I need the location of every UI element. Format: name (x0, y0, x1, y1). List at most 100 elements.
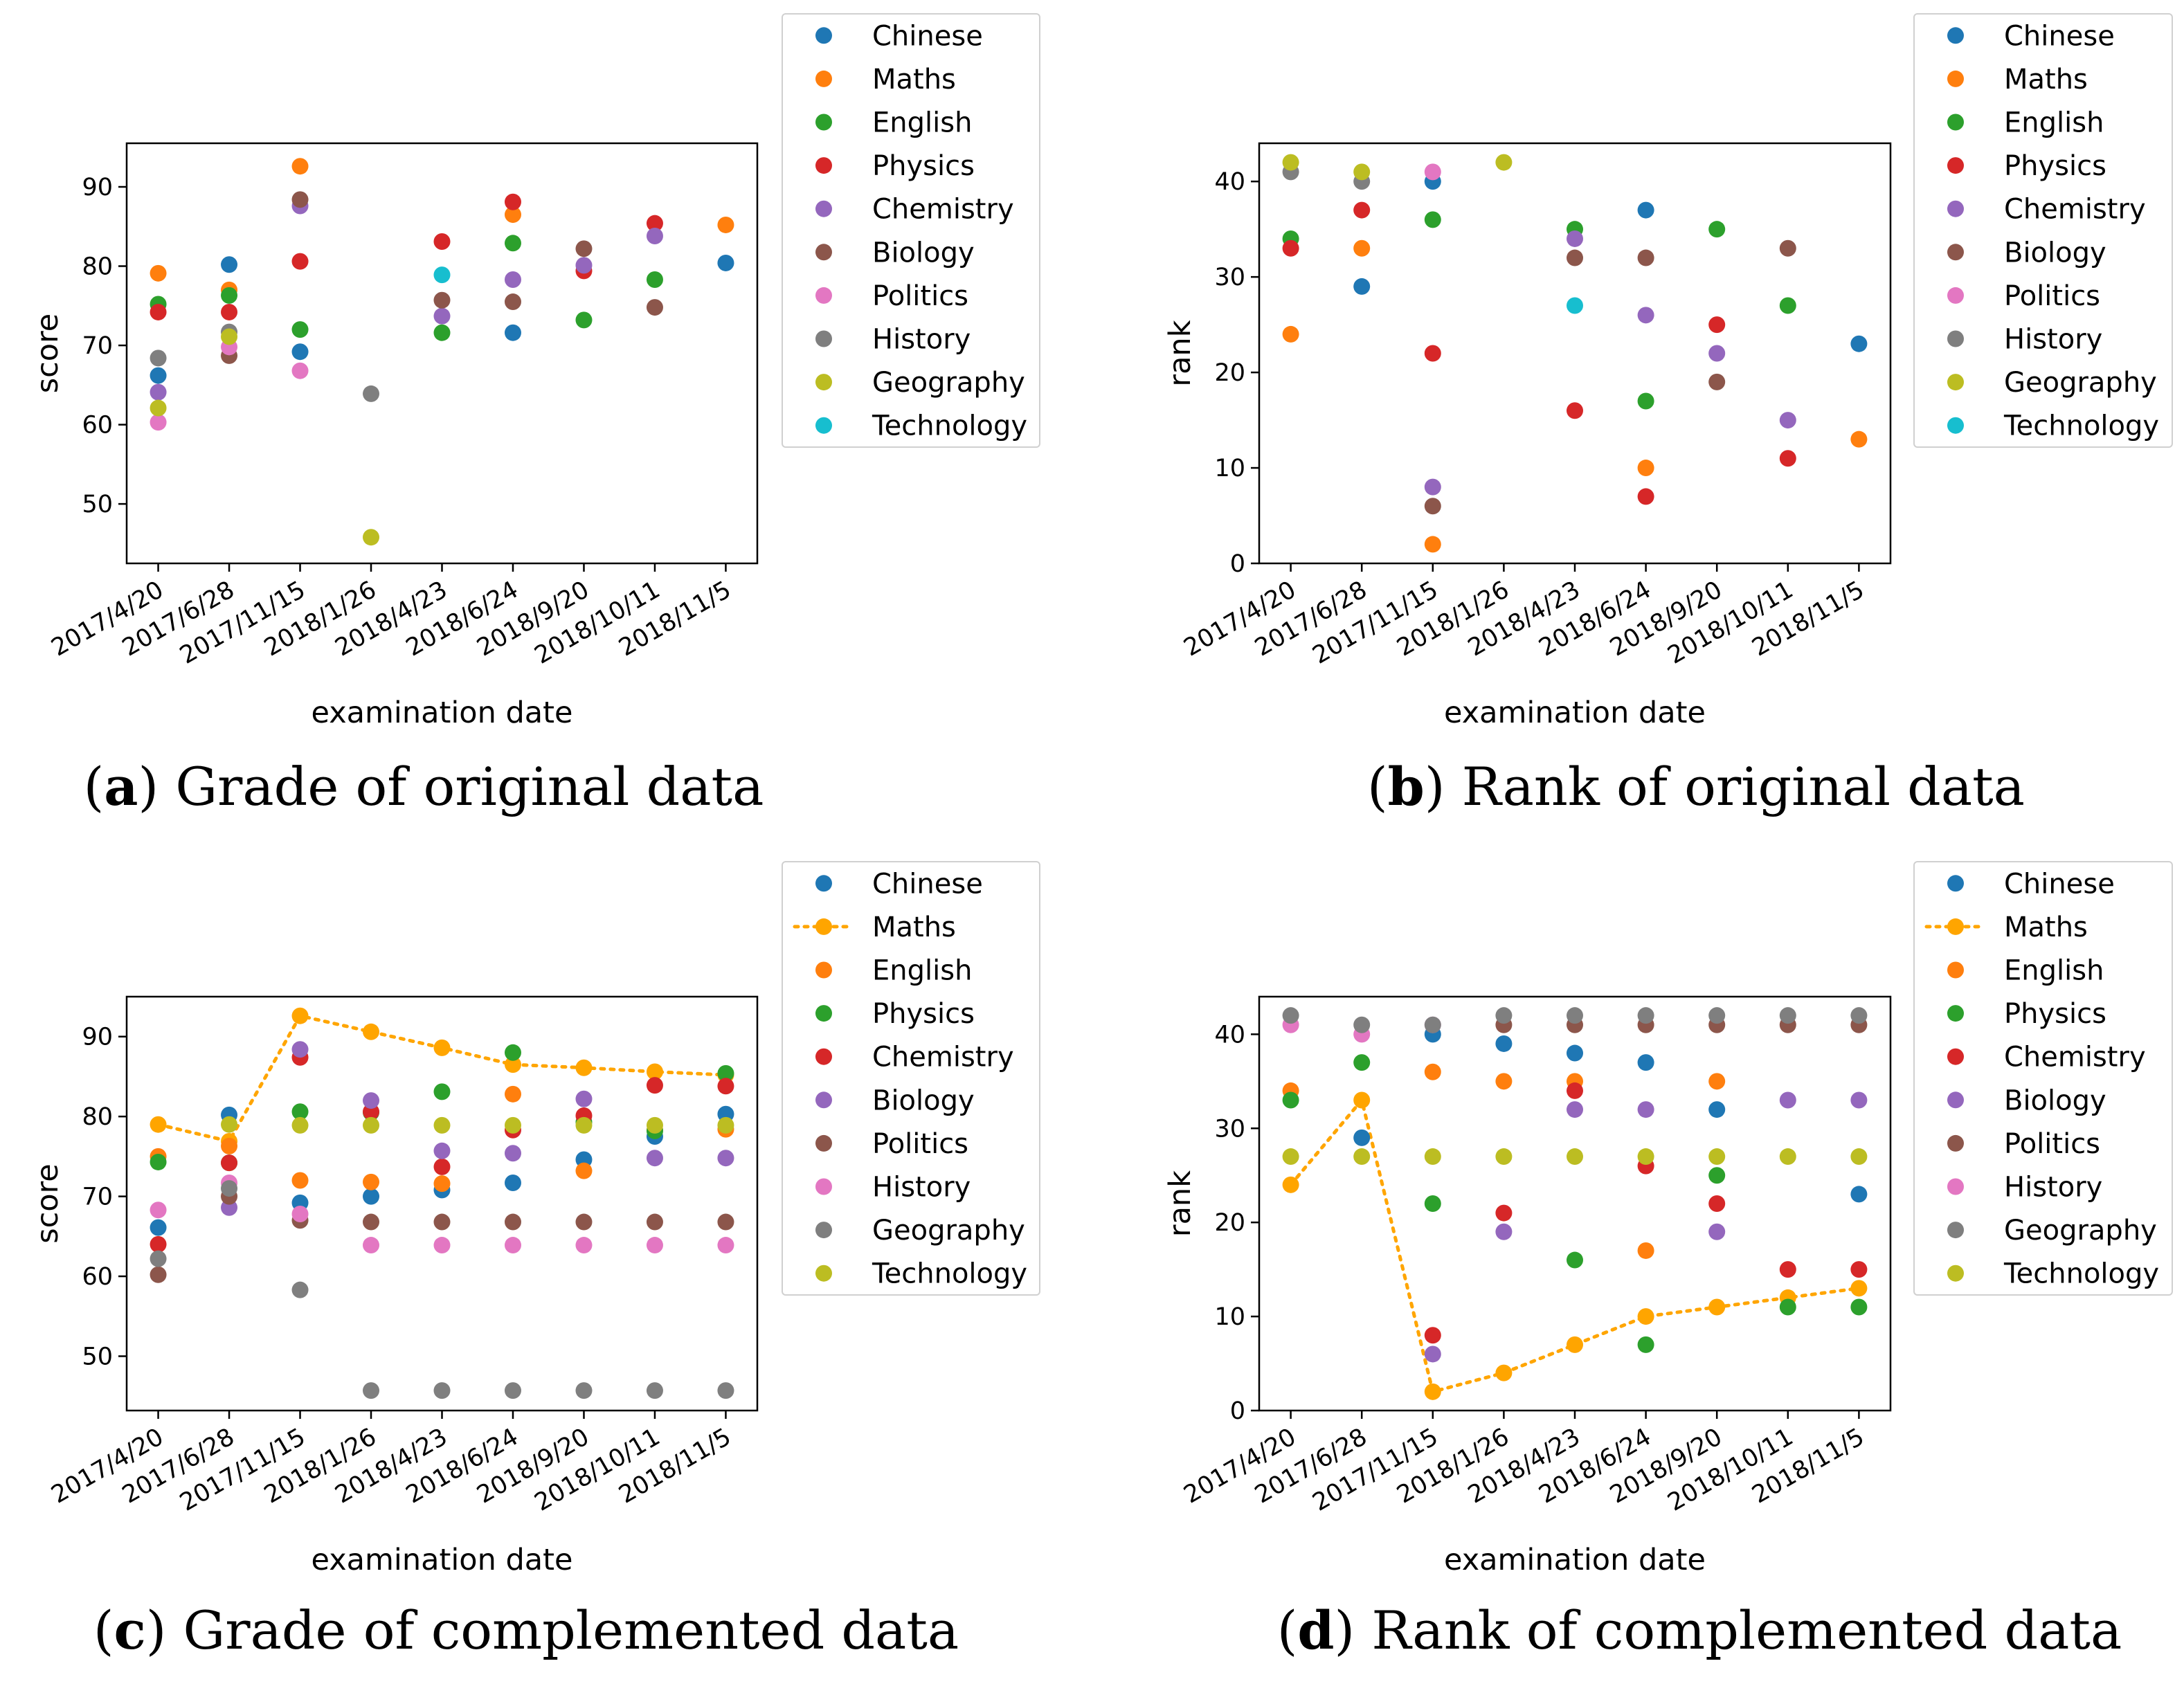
data-point-physics (1424, 345, 1441, 362)
legend-box (782, 861, 1040, 1296)
data-point-chemistry (717, 1078, 734, 1095)
data-point-technology (504, 1116, 521, 1134)
legend-label: Physics (2004, 998, 2106, 1030)
legend-marker (815, 1134, 832, 1152)
data-point-chinese (1850, 335, 1868, 352)
data-point-english (291, 1172, 309, 1189)
data-point-chinese (504, 1174, 521, 1191)
data-point-technology (1567, 1148, 1583, 1166)
data-point-chinese (291, 343, 309, 361)
data-point-maths (1708, 1298, 1726, 1316)
data-point-english (433, 1175, 451, 1193)
data-point-physics (433, 1083, 451, 1100)
data-point-politics (575, 1213, 593, 1231)
data-point-chinese (221, 256, 238, 273)
legend-marker (815, 244, 832, 261)
y-tick-label: 50 (82, 1343, 113, 1370)
data-point-chemistry (1850, 1261, 1868, 1278)
data-point-technology (433, 1116, 451, 1134)
y-tick-label: 10 (1214, 1303, 1245, 1331)
legend-box (1913, 861, 2173, 1296)
legend-marker (1947, 1091, 1964, 1109)
data-point-chinese (363, 1188, 380, 1205)
legend-label: Geography (872, 1215, 1025, 1247)
legend-label: History (872, 324, 971, 356)
data-point-biology (504, 1145, 521, 1162)
data-point-chinese (717, 254, 734, 271)
data-point-physics (1708, 1167, 1726, 1184)
y-tick-label: 0 (1230, 1397, 1245, 1425)
legend-marker (1947, 27, 1964, 44)
caption-text: ) Rank of complemented data (1335, 1599, 2122, 1661)
legend-marker (1947, 417, 1964, 434)
data-point-english (504, 1085, 521, 1103)
data-point-chinese (1353, 1129, 1371, 1146)
data-point-biology (433, 1142, 451, 1159)
x-axis-label: examination date (1444, 696, 1706, 730)
data-point-biology (1495, 1223, 1513, 1240)
data-point-technology (433, 266, 451, 284)
legend-label: Chemistry (2004, 1042, 2146, 1073)
legend-marker (815, 1222, 832, 1239)
data-point-politics (150, 1266, 167, 1283)
data-point-chinese (1353, 278, 1371, 295)
y-tick-label: 40 (1214, 168, 1245, 196)
legend-marker (1947, 114, 1964, 131)
data-point-chemistry (646, 1077, 663, 1094)
data-point-english (504, 235, 521, 252)
legend-label: Politics (872, 280, 968, 312)
y-tick-label: 40 (1214, 1021, 1245, 1049)
data-point-english (1424, 211, 1441, 228)
data-point-chemistry (504, 271, 521, 288)
data-point-chinese (150, 367, 167, 384)
data-point-history (646, 1237, 663, 1254)
data-point-biology (1424, 1345, 1441, 1363)
data-point-geography (291, 1281, 309, 1298)
data-point-chinese (1567, 1044, 1583, 1062)
panel-caption: (d) Rank of complemented data (1277, 1599, 2122, 1661)
legend-marker (1947, 287, 1964, 304)
legend-marker (1947, 330, 1964, 347)
data-point-history (575, 1237, 593, 1254)
caption-paren-open: ( (93, 1599, 114, 1661)
data-point-biology (1567, 1101, 1583, 1118)
data-point-physics (1779, 1298, 1796, 1316)
legend-marker (1947, 1005, 1964, 1022)
x-axis-label: examination date (312, 696, 573, 730)
data-point-technology (1495, 1148, 1513, 1166)
data-point-maths (150, 264, 167, 282)
data-point-maths (1282, 1176, 1299, 1193)
y-tick-label: 90 (82, 1024, 113, 1051)
panel-c: 50607080902017/4/202017/6/282017/11/1520… (30, 861, 1040, 1661)
x-axis-label: examination date (312, 1543, 573, 1577)
data-point-politics (433, 1213, 451, 1231)
y-tick-label: 90 (82, 174, 113, 201)
data-point-technology (291, 1116, 309, 1134)
legend-marker (1947, 1134, 1964, 1152)
data-point-geography (717, 1382, 734, 1399)
legend-marker (815, 374, 832, 391)
data-point-technology (575, 1116, 593, 1134)
y-tick-label: 80 (82, 253, 113, 281)
legend-label: Chinese (872, 20, 983, 52)
data-point-english (1637, 1242, 1654, 1259)
data-point-history (150, 350, 167, 367)
data-point-physics (1282, 239, 1299, 257)
data-point-english (1779, 297, 1796, 314)
data-point-technology (1567, 297, 1583, 314)
caption-paren-open: ( (1367, 756, 1388, 817)
data-point-biology (575, 1090, 593, 1107)
data-point-physics (1850, 1298, 1868, 1316)
data-point-biology (504, 293, 521, 311)
legend-marker (815, 918, 832, 935)
data-point-geography (1282, 154, 1299, 171)
data-point-physics (504, 193, 521, 210)
data-point-maths (1637, 1308, 1654, 1325)
data-point-physics (291, 253, 309, 270)
data-point-maths (1567, 1336, 1583, 1353)
data-point-geography (575, 1382, 593, 1399)
data-point-politics (1424, 163, 1441, 181)
data-point-biology (1424, 498, 1441, 515)
caption-paren-open: ( (1277, 1599, 1298, 1661)
data-point-english (575, 1162, 593, 1179)
